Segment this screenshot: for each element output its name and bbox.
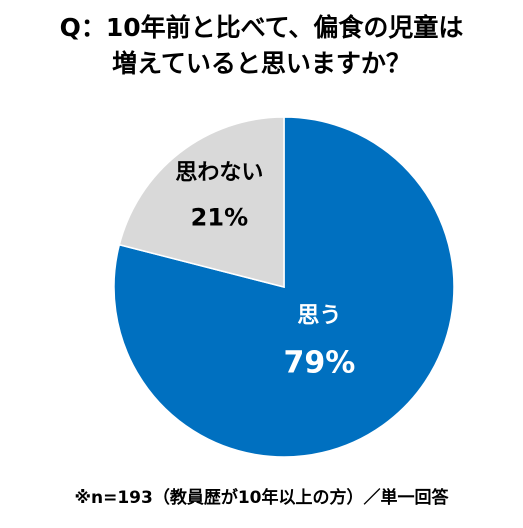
pie-slice-1 (113, 116, 455, 458)
pie-slice-2 (118, 116, 285, 288)
slice-label-2: 思わない (175, 161, 263, 186)
slice-label-1: 思う (297, 304, 341, 329)
slice-value-1: 79% (283, 346, 355, 381)
sample-footnote: ※n=193（教員歴が10年以上の方）／単一回答 (74, 488, 449, 508)
chart-title: Q：10年前と比べて、偏食の児童は 増えていると思いますか？ (0, 10, 523, 82)
title-line-2: 増えていると思いますか？ (112, 49, 411, 78)
title-line-1: Q：10年前と比べて、偏食の児童は (59, 13, 464, 42)
slice-value-2: 21% (191, 204, 248, 232)
